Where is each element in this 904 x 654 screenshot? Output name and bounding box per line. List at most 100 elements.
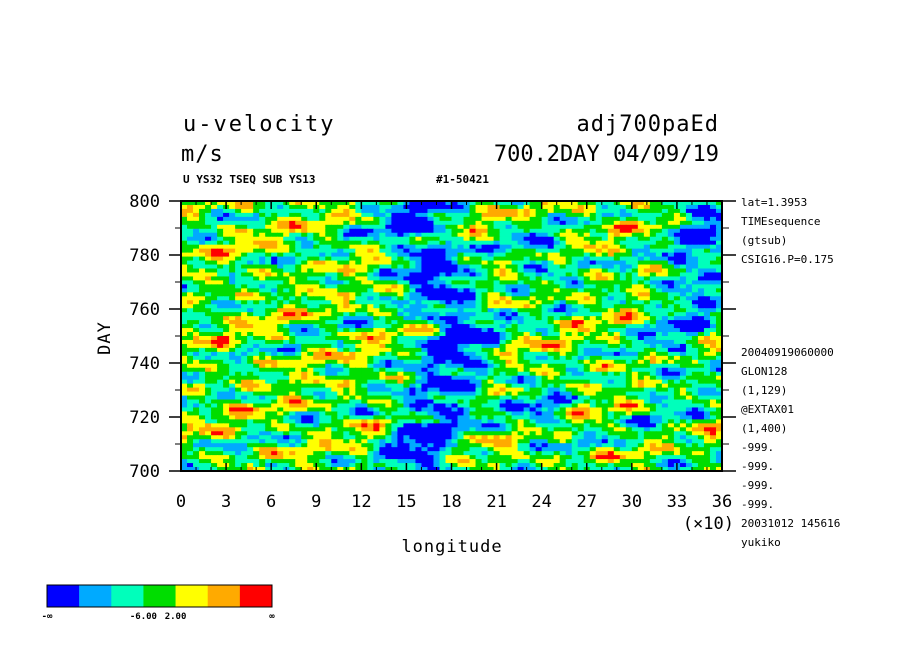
heatmap-cell [589, 268, 597, 274]
heatmap-cell [217, 415, 224, 420]
heatmap-cell [481, 216, 489, 222]
heatmap-cell [589, 371, 597, 377]
heatmap-cell [697, 336, 705, 341]
heatmap-cell [451, 316, 459, 321]
heatmap-cell [619, 268, 627, 274]
heatmap-cell [373, 411, 380, 417]
heatmap-cell [475, 339, 483, 345]
heatmap-cell [199, 320, 206, 325]
heatmap-cell [415, 371, 423, 377]
heatmap-cell [223, 407, 230, 413]
heatmap-cell [307, 284, 314, 289]
heatmap-cell [523, 268, 531, 274]
heatmap-cell [325, 415, 332, 420]
heatmap-cell [427, 399, 435, 405]
heatmap-cell [457, 220, 465, 226]
heatmap-cell [367, 284, 374, 289]
heatmap-cell [325, 328, 332, 333]
heatmap-cell [685, 308, 693, 313]
heatmap-cell [427, 216, 435, 222]
heatmap-cell [565, 339, 573, 345]
heatmap-cell [559, 280, 567, 285]
heatmap-cell [529, 280, 537, 285]
heatmap-cell [439, 355, 447, 361]
heatmap-cell [421, 363, 429, 369]
heatmap-cell [205, 399, 212, 405]
heatmap-cell [409, 355, 417, 361]
heatmap-cell [613, 411, 621, 417]
heatmap-cell [187, 236, 194, 242]
heatmap-cell [667, 379, 675, 385]
heatmap-cell [655, 415, 663, 420]
heatmap-cell [499, 252, 507, 258]
heatmap-cell [439, 316, 447, 321]
heatmap-cell [241, 236, 248, 242]
heatmap-cell [667, 351, 675, 357]
heatmap-cell [439, 351, 447, 357]
heatmap-cell [691, 387, 699, 393]
heatmap-cell [703, 411, 711, 417]
heatmap-cell [349, 292, 356, 297]
heatmap-cell [205, 252, 212, 258]
heatmap-cell [469, 403, 477, 409]
heatmap-cell [559, 240, 567, 246]
heatmap-cell [655, 407, 663, 413]
heatmap-cell [397, 244, 405, 250]
heatmap-cell [439, 244, 447, 250]
heatmap-cell [643, 292, 651, 297]
heatmap-cell [685, 276, 693, 282]
heatmap-cell [325, 332, 332, 337]
heatmap-cell [715, 343, 722, 349]
heatmap-cell [409, 304, 417, 309]
heatmap-cell [397, 336, 405, 341]
heatmap-cell [241, 284, 248, 289]
heatmap-cell [655, 375, 663, 381]
heatmap-cell [517, 316, 525, 321]
heatmap-cell [571, 407, 579, 413]
heatmap-cell [469, 252, 477, 258]
heatmap-cell [475, 415, 483, 420]
heatmap-cell [709, 260, 717, 266]
heatmap-cell [637, 244, 645, 250]
heatmap-cell [217, 328, 224, 333]
heatmap-cell [523, 387, 531, 393]
heatmap-cell [265, 399, 272, 405]
heatmap-cell [211, 204, 218, 210]
heatmap-cell [367, 296, 374, 301]
heatmap-cell [553, 300, 561, 305]
heatmap-cell [715, 383, 722, 389]
heatmap-cell [559, 407, 567, 413]
heatmap-cell [529, 375, 537, 381]
heatmap-cell [637, 212, 645, 218]
heatmap-cell [619, 216, 627, 222]
heatmap-cell [337, 391, 344, 397]
heatmap-cell [601, 232, 609, 238]
heatmap-cell [697, 332, 705, 337]
heatmap-cell [625, 256, 633, 262]
heatmap-cell [637, 316, 645, 321]
heatmap-cell [583, 252, 591, 258]
heatmap-cell [607, 256, 615, 262]
heatmap-cell [199, 236, 206, 242]
heatmap-cell [325, 252, 332, 258]
heatmap-field [181, 201, 722, 471]
heatmap-cell [535, 312, 543, 317]
heatmap-cell [199, 228, 206, 234]
heatmap-cell [193, 244, 200, 250]
heatmap-cell [295, 272, 302, 278]
heatmap-cell [379, 240, 386, 246]
heatmap-cell [199, 308, 206, 313]
heatmap-cell [703, 260, 711, 266]
heatmap-cell [541, 312, 549, 317]
heatmap-cell [523, 375, 531, 381]
heatmap-cell [643, 236, 651, 242]
heatmap-cell [541, 359, 549, 365]
heatmap-cell [475, 355, 483, 361]
heatmap-cell [499, 343, 507, 349]
heatmap-cell [427, 228, 435, 234]
heatmap-cell [535, 375, 543, 381]
heatmap-cell [229, 264, 236, 270]
heatmap-cell [265, 383, 272, 389]
heatmap-cell [481, 268, 489, 274]
heatmap-cell [679, 300, 687, 305]
